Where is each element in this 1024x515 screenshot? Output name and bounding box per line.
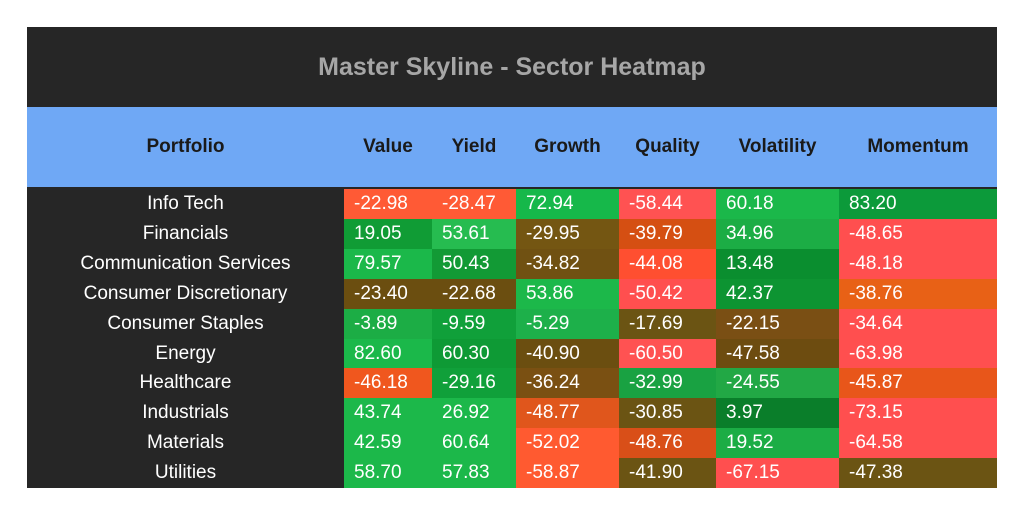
heatmap-cell: -73.15 xyxy=(839,398,997,429)
heatmap-cell: -67.15 xyxy=(716,458,839,489)
heatmap-cell: -9.59 xyxy=(432,308,516,339)
heatmap-cell: -47.58 xyxy=(716,338,839,369)
heatmap-cell: -29.95 xyxy=(516,218,619,249)
heatmap-cell: -36.24 xyxy=(516,368,619,399)
row-label: Utilities xyxy=(154,462,217,484)
heatmap-cell: 60.64 xyxy=(432,428,516,459)
heatmap-cell: 60.18 xyxy=(716,189,839,219)
heatmap-cell: -22.15 xyxy=(716,308,839,339)
header-yield: Yield xyxy=(451,136,497,157)
heatmap-cell: -38.76 xyxy=(839,278,997,309)
row-label: Energy xyxy=(155,342,216,364)
heatmap-cell: 43.74 xyxy=(344,398,432,429)
row-label: Communication Services xyxy=(80,252,291,274)
heatmap-cell: 19.52 xyxy=(716,428,839,459)
row-label: Consumer Discretionary xyxy=(83,282,288,304)
sector-heatmap: Master Skyline - Sector Heatmap Portfoli… xyxy=(27,27,997,489)
header-growth: Growth xyxy=(534,136,601,157)
header-momentum: Momentum xyxy=(867,136,969,157)
heatmap-cell: -58.87 xyxy=(516,458,619,489)
heatmap-cell: -60.50 xyxy=(619,338,716,369)
heatmap-cell: -58.44 xyxy=(619,189,716,219)
heatmap-cell: -22.98 xyxy=(344,189,432,219)
heatmap-cell: 83.20 xyxy=(839,189,997,219)
chart-title: Master Skyline - Sector Heatmap xyxy=(318,52,706,81)
heatmap-cell: 34.96 xyxy=(716,218,839,249)
heatmap-cell: 3.97 xyxy=(716,398,839,429)
heatmap-cell: -48.76 xyxy=(619,428,716,459)
heatmap-cell: -44.08 xyxy=(619,248,716,279)
row-label: Consumer Staples xyxy=(107,312,264,334)
heatmap-cell: 26.92 xyxy=(432,398,516,429)
header-row: Portfolio Value Yield Growth Quality Vol… xyxy=(27,107,997,187)
heatmap-cell: -47.38 xyxy=(839,458,997,489)
heatmap-cell: -23.40 xyxy=(344,278,432,309)
heatmap-cell: -28.47 xyxy=(432,189,516,219)
heatmap-cell: 82.60 xyxy=(344,338,432,369)
heatmap-cell: 42.37 xyxy=(716,278,839,309)
heatmap-cell: -48.18 xyxy=(839,248,997,279)
row-label: Industrials xyxy=(142,402,229,424)
heatmap-cell: -41.90 xyxy=(619,458,716,489)
heatmap-cell: -34.64 xyxy=(839,308,997,339)
heatmap-cell: -30.85 xyxy=(619,398,716,429)
heatmap-cell: -22.68 xyxy=(432,278,516,309)
heatmap-cell: 19.05 xyxy=(344,218,432,249)
row-label: Financials xyxy=(142,222,229,244)
heatmap-cell: -39.79 xyxy=(619,218,716,249)
heatmap-cell: 42.59 xyxy=(344,428,432,459)
heatmap-cell: -52.02 xyxy=(516,428,619,459)
heatmap-cell: -24.55 xyxy=(716,368,839,399)
heatmap-cell: -45.87 xyxy=(839,368,997,399)
heatmap-cell: -63.98 xyxy=(839,338,997,369)
heatmap-cell: 50.43 xyxy=(432,248,516,279)
heatmap-cell: -48.65 xyxy=(839,218,997,249)
title-bar: Master Skyline - Sector Heatmap xyxy=(27,27,997,107)
heatmap-cell: -29.16 xyxy=(432,368,516,399)
heatmap-cells: -22.98 -28.47 72.94 -58.44 60.18 83.20 19.05 53… xyxy=(344,189,997,489)
heatmap-cell: -3.89 xyxy=(344,308,432,339)
heatmap-cell: 79.57 xyxy=(344,248,432,279)
heatmap-cell: 53.61 xyxy=(432,218,516,249)
heatmap-cell: -40.90 xyxy=(516,338,619,369)
heatmap-cell: -34.82 xyxy=(516,248,619,279)
heatmap-cell: 57.83 xyxy=(432,458,516,489)
row-label: Materials xyxy=(146,432,225,454)
header-portfolio: Portfolio xyxy=(146,136,225,157)
heatmap-cell: -46.18 xyxy=(344,368,432,399)
heatmap-cell: -17.69 xyxy=(619,308,716,339)
header-value: Value xyxy=(363,136,413,157)
heatmap-cell: -64.58 xyxy=(839,428,997,459)
heatmap-cell: 58.70 xyxy=(344,458,432,489)
header-volatility: Volatility xyxy=(738,136,817,157)
heatmap-cell: -32.99 xyxy=(619,368,716,399)
row-label: Healthcare xyxy=(139,372,232,394)
heatmap-cell: 53.86 xyxy=(516,278,619,309)
heatmap-cell: 13.48 xyxy=(716,248,839,279)
heatmap-cell: 72.94 xyxy=(516,189,619,219)
heatmap-cell: 60.30 xyxy=(432,338,516,369)
heatmap-cell: -50.42 xyxy=(619,278,716,309)
heatmap-cell: -48.77 xyxy=(516,398,619,429)
heatmap-cell: -5.29 xyxy=(516,308,619,339)
row-label: Info Tech xyxy=(147,193,224,214)
header-quality: Quality xyxy=(635,136,700,157)
